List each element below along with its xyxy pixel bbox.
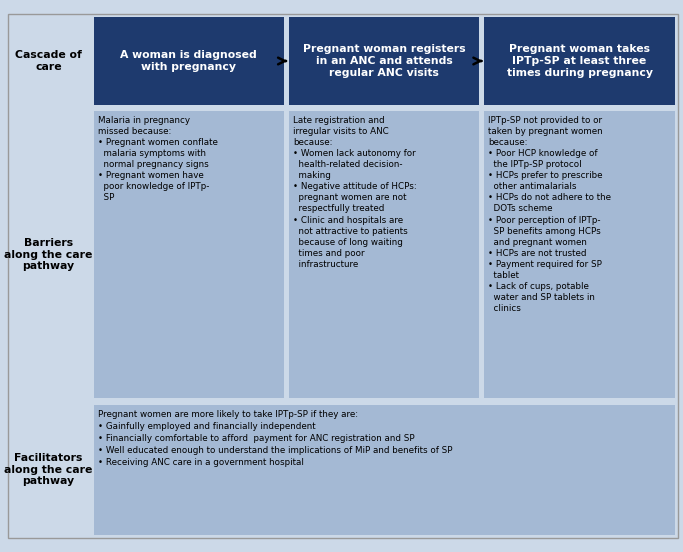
Text: Cascade of
care: Cascade of care (15, 50, 82, 72)
Text: Pregnant women are more likely to take IPTp-SP if they are:
• Gainfully employed: Pregnant women are more likely to take I… (98, 411, 452, 466)
Text: Malaria in pregnancy
missed because:
• Pregnant women conflate
  malaria symptom: Malaria in pregnancy missed because: • P… (98, 116, 218, 203)
Bar (289, 112, 479, 399)
Text: Late registration and
irregular visits to ANC
because:
• Women lack autonomy for: Late registration and irregular visits t… (293, 116, 417, 269)
Bar (484, 17, 675, 105)
Text: A woman is diagnosed
with pregnancy: A woman is diagnosed with pregnancy (120, 50, 257, 72)
Text: Pregnant woman takes
IPTp-SP at least three
times during pregnancy: Pregnant woman takes IPTp-SP at least th… (507, 44, 652, 78)
Bar (289, 17, 479, 105)
Text: IPTp-SP not provided to or
taken by pregnant women
because:
• Poor HCP knowledge: IPTp-SP not provided to or taken by preg… (488, 116, 611, 314)
Bar (484, 112, 675, 399)
Bar (94, 17, 284, 105)
Text: Facilitators
along the care
pathway: Facilitators along the care pathway (4, 453, 93, 486)
Bar (94, 405, 675, 534)
Text: Pregnant woman registers
in an ANC and attends
regular ANC visits: Pregnant woman registers in an ANC and a… (303, 44, 466, 78)
Bar (94, 112, 284, 399)
Text: Barriers
along the care
pathway: Barriers along the care pathway (4, 238, 93, 272)
